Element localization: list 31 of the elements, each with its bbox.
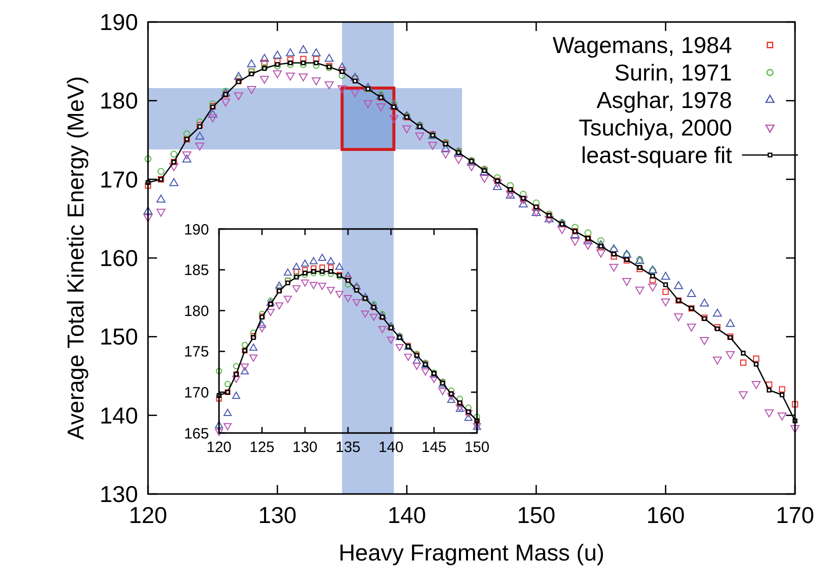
x-tick-label: 135 <box>335 438 361 456</box>
legend-label: Wagemans, 1984 <box>552 32 732 58</box>
y-tick-label: 190 <box>100 9 138 36</box>
x-tick-label: 145 <box>421 438 447 456</box>
y-tick-label: 180 <box>100 88 138 114</box>
x-tick-label: 160 <box>646 502 685 528</box>
x-axis-title: Heavy Fragment Mass (u) <box>338 540 604 566</box>
y-tick-label: 150 <box>100 324 138 350</box>
x-tick-label: 125 <box>249 438 275 456</box>
legend-label: Surin, 1971 <box>614 60 732 86</box>
x-tick-label: 170 <box>776 502 814 528</box>
x-tick-label: 130 <box>258 502 297 528</box>
legend-label: Tsuchiya, 2000 <box>578 114 732 141</box>
y-tick-label: 170 <box>184 384 209 402</box>
y-tick-label: 175 <box>184 344 209 361</box>
y-axis-title: Average Total Kinetic Energy (MeV) <box>62 76 89 440</box>
y-tick-label: 165 <box>184 425 209 442</box>
x-tick-label: 140 <box>388 502 426 528</box>
legend-label: Asghar, 1978 <box>596 87 732 114</box>
y-tick-label: 140 <box>100 402 138 428</box>
y-tick-label: 190 <box>184 221 209 238</box>
y-tick-label: 180 <box>184 302 209 320</box>
legend-label: least-square fit <box>581 142 733 168</box>
y-tick-label: 160 <box>100 245 138 272</box>
x-tick-label: 140 <box>378 438 404 456</box>
x-tick-label: 150 <box>517 502 556 528</box>
y-tick-label: 185 <box>184 262 209 280</box>
y-tick-label: 170 <box>100 166 138 192</box>
x-tick-label: 150 <box>464 438 490 456</box>
x-tick-label: 130 <box>292 438 318 456</box>
x-tick-label: 120 <box>206 438 232 456</box>
